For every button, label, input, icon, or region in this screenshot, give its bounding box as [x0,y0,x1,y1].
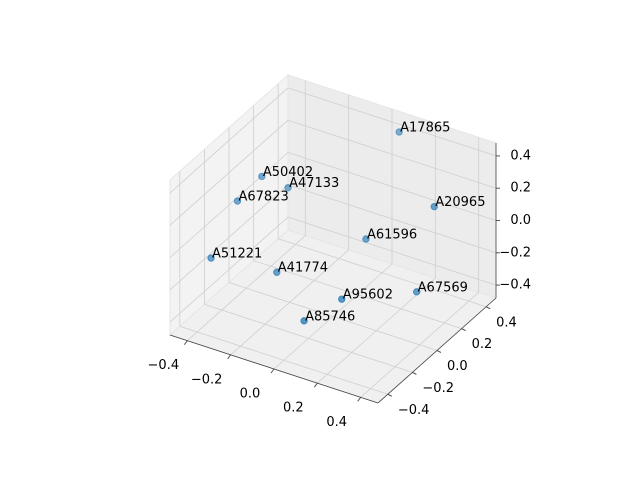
point [207,254,215,262]
z-tick-label: 0.2 [510,181,531,196]
point-label: A51221 [212,247,262,262]
x-tick-label: −0.4 [148,358,180,373]
grid-line [169,119,289,226]
y-tick [436,350,442,353]
grid-line [287,152,497,221]
point-label: A17865 [400,120,450,135]
grid-line [169,152,289,258]
x-tick-label: 0.2 [283,401,304,416]
grid-line [278,238,487,308]
point [430,202,438,211]
x-tick [357,397,362,402]
point [300,317,308,325]
point [284,183,292,192]
z-tick-label: −0.4 [499,278,531,293]
point-label: A85746 [305,309,355,324]
grid-line [287,119,497,189]
y-tick-label: −0.2 [422,381,454,396]
y-tick [412,371,417,375]
y-tick-label: 0.0 [447,359,468,374]
y-tick-label: −0.4 [398,403,430,418]
y-tick [387,393,393,397]
x-tick [313,382,318,388]
point [412,288,421,296]
point [273,268,281,276]
point-label: A95602 [343,288,393,303]
point [362,235,370,243]
x-tick [270,368,275,374]
grid-line [228,282,438,351]
point [338,295,346,303]
y-tick-label: 0.4 [496,315,517,330]
x-tick-label: 0.4 [326,415,347,430]
point [395,128,403,136]
point-label: A50402 [263,165,313,180]
axis-line [377,297,497,404]
grid-line [287,87,497,157]
x-tick-label: −0.2 [191,372,223,387]
point-label: A67569 [418,280,468,295]
z-tick-label: 0.0 [510,213,531,228]
point-label: A61596 [367,228,417,243]
axis-line [169,334,379,404]
point-label: A41774 [278,261,328,276]
x-tick [183,340,188,345]
point-label: A20965 [435,195,485,210]
y-tick-label: 0.2 [472,337,493,352]
grid-line [179,325,388,395]
grid-line [169,87,289,194]
point [233,197,242,205]
grid-line [287,216,497,286]
point-label: A67823 [239,190,289,205]
point-label: A47133 [289,176,339,191]
grid-line [169,216,289,323]
grid-line [204,303,413,373]
point [258,172,266,181]
x-tick-label: 0.0 [240,387,261,402]
y-tick [485,306,491,310]
grid-line [169,184,289,291]
grid-line [287,184,497,254]
z-tick-label: 0.4 [510,148,531,163]
z-tick-label: −0.2 [499,245,531,260]
y-tick [461,328,466,332]
x-tick [227,354,232,360]
grid-line [253,260,462,330]
